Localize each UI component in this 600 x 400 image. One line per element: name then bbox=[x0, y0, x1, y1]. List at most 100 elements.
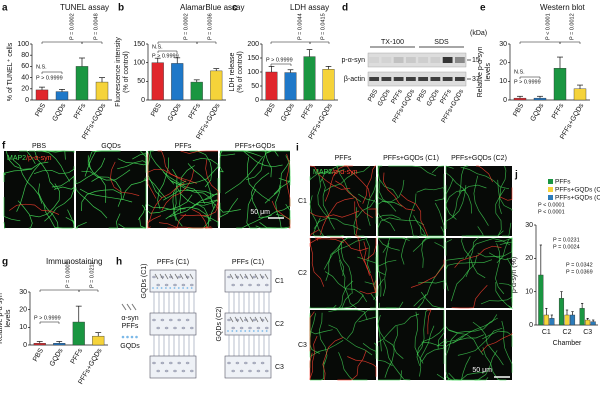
blot-strip bbox=[367, 71, 467, 87]
neurite bbox=[309, 311, 315, 352]
panel-letter: j bbox=[514, 170, 518, 181]
pff-fibril bbox=[174, 273, 179, 280]
neurite bbox=[309, 335, 318, 380]
bar bbox=[151, 62, 164, 101]
panel-letter: c bbox=[232, 3, 238, 14]
pff-fibril bbox=[249, 316, 254, 323]
neuron bbox=[173, 283, 177, 287]
neurite bbox=[224, 155, 264, 194]
blot-unit: (kDa) bbox=[470, 30, 487, 37]
image-column-label: PFFs+GQDs (C1) bbox=[383, 155, 439, 162]
gqd bbox=[182, 287, 185, 289]
neurite bbox=[370, 293, 377, 309]
y-axis-label: % of TUNEL⁺ cells bbox=[7, 42, 14, 101]
bar bbox=[303, 56, 316, 101]
significance-bracket bbox=[270, 41, 311, 44]
bar bbox=[549, 318, 555, 326]
y-tick-label: 20 bbox=[21, 86, 29, 93]
neurite bbox=[65, 216, 75, 229]
neurite bbox=[169, 192, 218, 218]
x-tick-label: PBS bbox=[32, 347, 45, 363]
neurite bbox=[38, 183, 59, 229]
neuron bbox=[252, 361, 256, 365]
neurite bbox=[419, 225, 443, 237]
neurite bbox=[51, 175, 75, 188]
band bbox=[393, 77, 404, 81]
neurite bbox=[413, 215, 427, 237]
neurite bbox=[488, 242, 513, 261]
neurite bbox=[219, 197, 239, 218]
pff-fibril bbox=[159, 273, 164, 280]
chart-title: AlamarBlue assay bbox=[180, 3, 244, 12]
band bbox=[442, 57, 453, 63]
neurite bbox=[19, 150, 36, 164]
micrograph-bg bbox=[310, 310, 376, 380]
neurite bbox=[473, 175, 489, 226]
neurite bbox=[377, 214, 401, 236]
neurite bbox=[138, 178, 147, 221]
pff-fibril bbox=[264, 316, 269, 323]
bar bbox=[53, 343, 66, 346]
blot-strip bbox=[367, 52, 467, 68]
neurite bbox=[328, 324, 373, 356]
y-tick-label: 50 bbox=[251, 83, 259, 90]
pff-fibril bbox=[234, 316, 239, 323]
x-tick-label: PFFs bbox=[70, 347, 85, 365]
scale-label: 50 μm bbox=[472, 367, 492, 374]
neuron bbox=[239, 283, 244, 287]
neurite bbox=[480, 332, 513, 353]
y-axis-label: levels bbox=[485, 63, 492, 81]
significance-bracket bbox=[519, 76, 541, 79]
error-bar bbox=[193, 79, 200, 83]
neurite bbox=[377, 346, 393, 367]
error-bar bbox=[571, 311, 574, 315]
pff-fibril bbox=[254, 316, 259, 323]
neuron bbox=[235, 361, 240, 365]
micrograph bbox=[445, 237, 514, 309]
neurite bbox=[81, 189, 122, 212]
neurite bbox=[75, 187, 108, 219]
panel-letter: g bbox=[2, 257, 8, 268]
pff-fibril bbox=[264, 273, 269, 280]
bar bbox=[543, 314, 549, 326]
neurite bbox=[377, 192, 396, 232]
image-column-label: PFFs bbox=[175, 143, 192, 150]
neurite bbox=[388, 165, 437, 177]
error-bar bbox=[36, 341, 43, 344]
y-axis-label: Relative p-α-syn bbox=[477, 47, 484, 98]
pff-fibril bbox=[259, 316, 264, 323]
micrograph-bg bbox=[378, 238, 444, 308]
stain-syn: /p-α-syn bbox=[332, 169, 358, 176]
neurite bbox=[165, 206, 212, 222]
gqd bbox=[156, 287, 159, 289]
neurite bbox=[454, 245, 502, 268]
neurite bbox=[330, 237, 369, 252]
neurite bbox=[445, 189, 466, 229]
bar bbox=[322, 68, 335, 101]
error-bar bbox=[580, 302, 584, 309]
bar bbox=[513, 97, 527, 101]
error-bar bbox=[79, 57, 85, 67]
neurite bbox=[366, 238, 377, 260]
neurite bbox=[313, 217, 361, 231]
error-bar bbox=[550, 314, 554, 319]
neuron bbox=[156, 369, 160, 373]
p-value: P = 0.0002 bbox=[183, 13, 189, 40]
neuron bbox=[181, 326, 186, 330]
neurite bbox=[347, 356, 377, 377]
neuron bbox=[248, 369, 252, 373]
y-tick-label: 0 bbox=[255, 97, 259, 104]
pff-fibril bbox=[259, 273, 264, 280]
neurite bbox=[445, 165, 454, 173]
y-axis-label: levels bbox=[5, 309, 12, 327]
neurite bbox=[325, 237, 348, 282]
pff-fibril bbox=[179, 273, 184, 280]
legend-label: PFFs+GQDs (C1) bbox=[555, 187, 600, 194]
neurite bbox=[461, 226, 484, 237]
neurite bbox=[452, 184, 487, 217]
micrograph bbox=[219, 150, 291, 229]
x-tick-label: PFFs bbox=[551, 102, 566, 120]
neurite bbox=[495, 243, 505, 295]
bar bbox=[573, 88, 587, 101]
neurite bbox=[147, 153, 157, 199]
